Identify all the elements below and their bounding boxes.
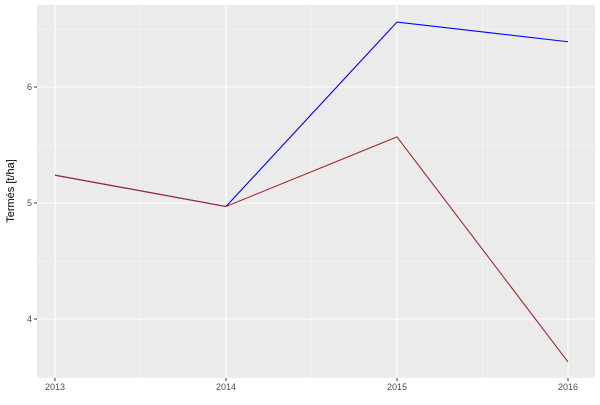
x-axis: 2013 2014 2015 2016 <box>45 378 578 392</box>
y-axis-label: Termés [t/ha] <box>5 159 17 223</box>
x-tick-label: 2014 <box>216 382 236 392</box>
y-tick-label: 5 <box>27 198 32 208</box>
series-line-2 <box>54 136 569 363</box>
x-tick-label: 2013 <box>45 382 65 392</box>
x-tick-label: 2016 <box>558 382 578 392</box>
y-tick-label: 6 <box>27 82 32 92</box>
series-lines <box>54 21 569 363</box>
x-tick-label: 2015 <box>387 382 407 392</box>
y-tick-label: 4 <box>27 314 32 324</box>
major-grid <box>37 5 595 378</box>
panel-background <box>37 5 595 378</box>
y-axis: 4 5 6 <box>27 82 37 324</box>
minor-grid <box>37 5 595 378</box>
